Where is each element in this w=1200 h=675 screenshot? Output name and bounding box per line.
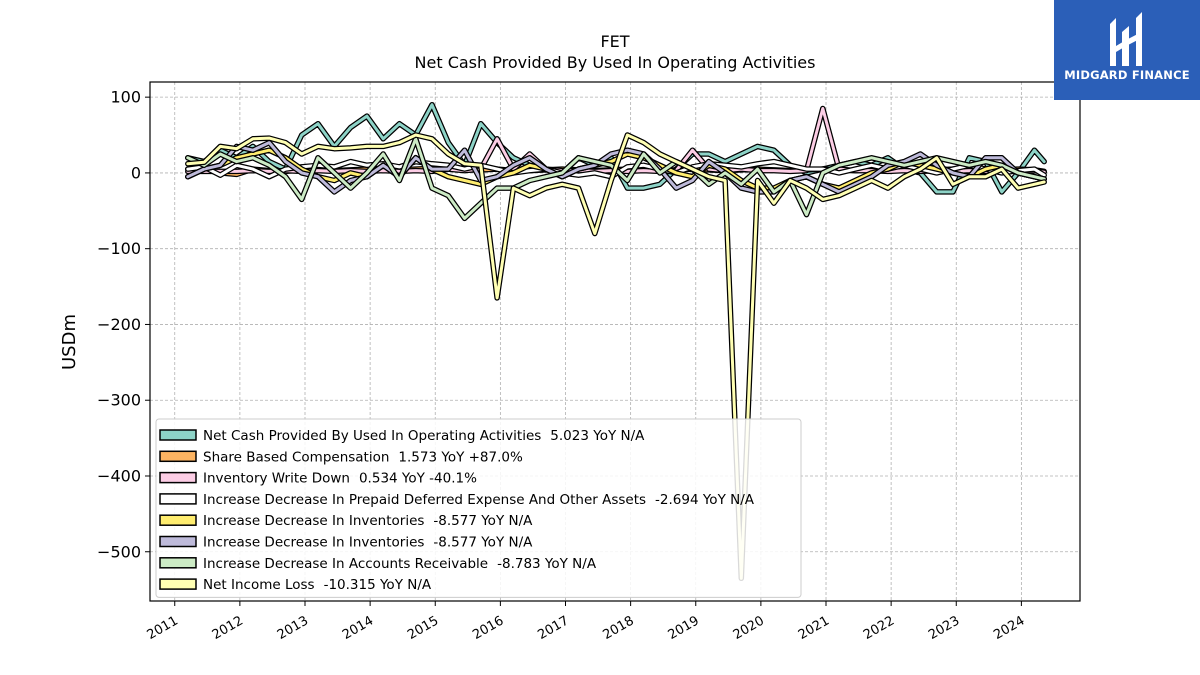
- series-6: [185, 136, 1047, 222]
- series-7: [185, 132, 1047, 582]
- series-line: [186, 137, 1046, 220]
- legend-swatch: [159, 557, 197, 569]
- legend-entry-value: -8.577 YoY N/A: [433, 535, 533, 551]
- legend-entry: Increase Decrease In Accounts Receivable…: [203, 556, 597, 572]
- legend-entry-name: Increase Decrease In Prepaid Deferred Ex…: [203, 492, 646, 508]
- y-tick-label: −100: [97, 239, 141, 258]
- legend-swatch: [159, 514, 197, 526]
- legend-swatch: [159, 578, 197, 590]
- brand-logo: MIDGARD FINANCE: [1054, 0, 1200, 100]
- legend-entry: Increase Decrease In Inventories -8.577 Y…: [203, 535, 533, 551]
- legend-entry-value: -2.694 YoY N/A: [655, 492, 755, 508]
- legend-entry-value: 5.023 YoY N/A: [550, 428, 645, 444]
- legend-entry-value: -10.315 YoY N/A: [324, 577, 432, 593]
- legend-box: [155, 418, 802, 598]
- legend-entry-value: -8.783 YoY N/A: [497, 556, 597, 572]
- legend-entry-name: Net Income Loss: [203, 577, 315, 593]
- legend-entry-name: Increase Decrease In Inventories: [203, 513, 424, 529]
- legend-swatch: [159, 471, 197, 484]
- legend-swatch: [159, 493, 197, 505]
- legend-entry: Inventory Write Down 0.534 YoY -40.1%: [203, 471, 477, 487]
- y-tick-label: 100: [110, 88, 141, 107]
- y-tick-label: −300: [97, 391, 141, 410]
- series-lines: [185, 101, 1047, 582]
- legend-entry-name: Inventory Write Down: [203, 471, 350, 487]
- legend-entry-name: Increase Decrease In Inventories: [203, 535, 424, 551]
- legend-swatch: [159, 450, 197, 463]
- legend-entry-name: Share Based Compensation: [203, 449, 389, 465]
- legend-entry-value: 1.573 YoY +87.0%: [398, 449, 523, 465]
- legend-swatch: [159, 535, 197, 548]
- y-tick-label: −400: [97, 466, 141, 485]
- legend-entry-name: Net Cash Provided By Used In Operating A…: [203, 428, 541, 444]
- y-tick-label: −500: [97, 542, 141, 561]
- chart-title: FET: [600, 32, 629, 51]
- y-tick-label: 0: [131, 163, 141, 182]
- chart-subtitle: Net Cash Provided By Used In Operating A…: [415, 53, 816, 72]
- brand-logo-icon: [1110, 12, 1142, 66]
- legend-entry-value: -8.577 YoY N/A: [433, 513, 533, 529]
- legend-entry: Increase Decrease In Prepaid Deferred Ex…: [203, 492, 755, 508]
- legend-entry: Increase Decrease In Inventories -8.577 Y…: [203, 513, 533, 529]
- y-tick-label: −200: [97, 315, 141, 334]
- series-line: [186, 133, 1046, 580]
- legend-entry: Net Income Loss -10.315 YoY N/A: [203, 577, 432, 593]
- y-axis-label: USDm: [59, 314, 80, 370]
- plot-frame: [149, 81, 1081, 602]
- legend-swatch: [159, 429, 197, 441]
- legend-entry: Net Cash Provided By Used In Operating A…: [203, 428, 645, 444]
- legend-entry-value: 0.534 YoY -40.1%: [359, 471, 477, 487]
- legend: Net Cash Provided By Used In Operating A…: [155, 418, 802, 598]
- legend-entry-name: Increase Decrease In Accounts Receivable: [203, 556, 488, 572]
- brand-name: MIDGARD FINANCE: [1064, 68, 1190, 82]
- legend-entry: Share Based Compensation 1.573 YoY +87.0%: [203, 449, 523, 465]
